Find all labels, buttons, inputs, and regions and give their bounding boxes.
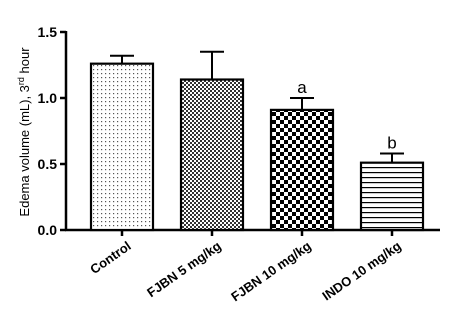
error-bars xyxy=(110,50,404,163)
y-axis-title: Edema volume (mL), 3rd hour xyxy=(16,47,32,217)
y-axis-label-superscript: rd xyxy=(16,77,26,85)
bars xyxy=(89,62,425,232)
y-axis-label-main: Edema volume (mL), 3 xyxy=(17,85,32,217)
significance-annotations: ab xyxy=(297,78,396,152)
bar-2 xyxy=(179,78,245,232)
y-tick-label: 0.0 xyxy=(38,222,58,238)
y-axis: 0.0 0.5 1.0 1.5 xyxy=(38,24,68,238)
y-tick-label: 0.5 xyxy=(38,156,58,172)
bar-1 xyxy=(89,62,155,232)
category-label: Control xyxy=(87,238,133,277)
bar-4 xyxy=(359,161,425,232)
significance-label: b xyxy=(387,133,396,152)
y-axis-label-end: hour xyxy=(17,47,32,77)
y-tick-label: 1.5 xyxy=(38,24,58,40)
bar-3 xyxy=(269,108,335,232)
category-label: FJBN 5 mg/kg xyxy=(144,238,224,300)
category-label: INDO 10 mg/kg xyxy=(319,238,403,303)
y-tick-label: 1.0 xyxy=(38,90,58,106)
significance-label: a xyxy=(297,78,307,97)
y-axis-label: Edema volume (mL), 3rd hour xyxy=(16,47,32,217)
category-label: FJBN 10 mg/kg xyxy=(228,238,314,304)
category-labels: Control FJBN 5 mg/kg FJBN 10 mg/kg INDO 10 … xyxy=(87,238,404,304)
